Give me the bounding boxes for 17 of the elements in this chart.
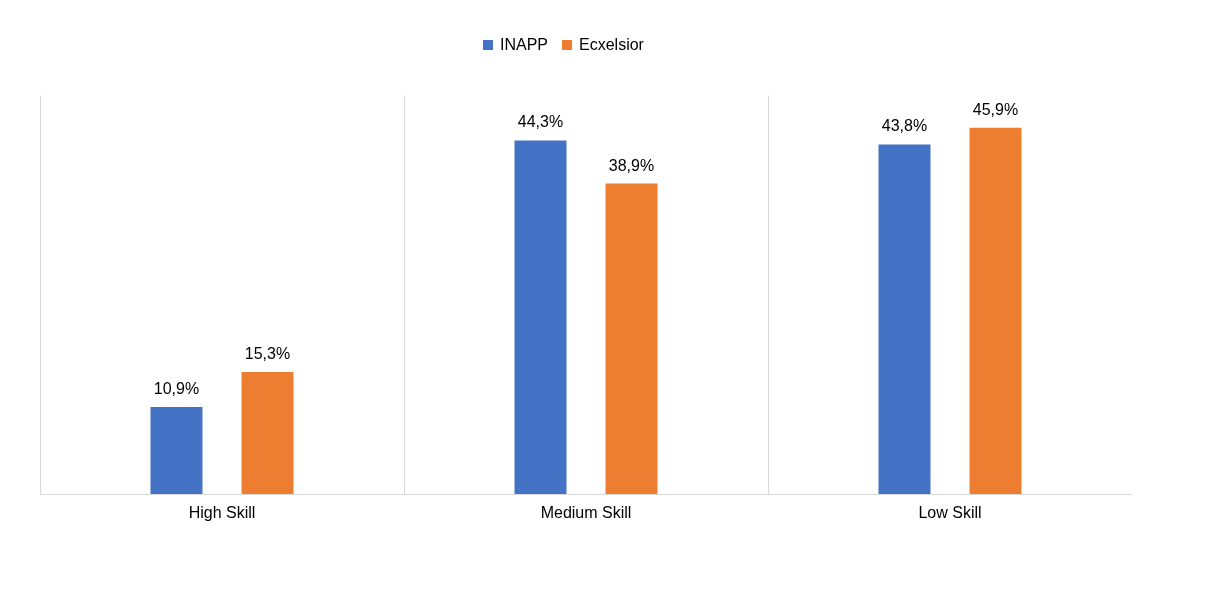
legend-label: INAPP: [500, 36, 549, 53]
bar: [241, 371, 294, 494]
bar: [969, 127, 1022, 494]
data-label: 44,3%: [517, 113, 564, 131]
data-label: 38,9%: [608, 156, 655, 174]
bar: [878, 144, 931, 494]
x-tick-label: High Skill: [188, 503, 256, 521]
x-tick-label: Low Skill: [918, 503, 982, 521]
bar: [605, 183, 658, 494]
data-label: 15,3%: [244, 344, 291, 362]
data-label: 45,9%: [972, 100, 1019, 118]
x-tick-label: Medium Skill: [540, 503, 632, 521]
data-label: 10,9%: [153, 380, 200, 398]
data-label: 43,8%: [881, 117, 928, 135]
bar: [150, 407, 203, 494]
bar: [514, 140, 567, 494]
legend-label: Ecxelsior: [579, 36, 645, 53]
